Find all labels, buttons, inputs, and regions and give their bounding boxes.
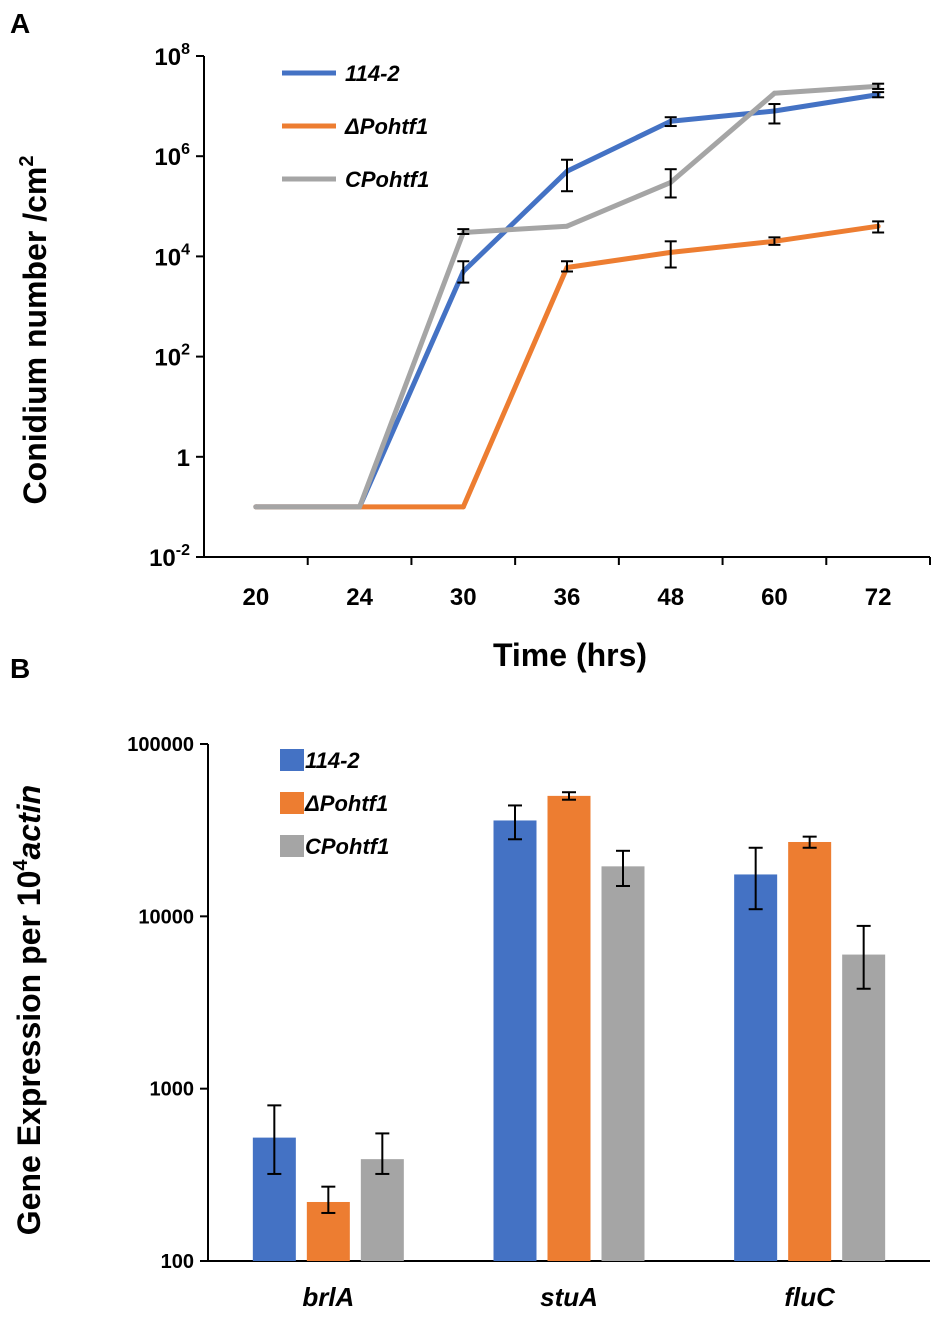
- chart-a-y-tick-label: 106: [154, 141, 190, 171]
- chart-a-y-tick-exponent: 6: [181, 141, 190, 158]
- chart-b-legend-swatch-0: [280, 749, 304, 771]
- chart-a-y-tick-exponent: -2: [176, 542, 190, 559]
- chart-b-legend-label-1: ΔPohtf1: [304, 791, 388, 816]
- chart-a-x-tick-label: 36: [554, 584, 581, 611]
- chart-a-point-2-5: [771, 90, 777, 96]
- chart-a-x-tick-label: 24: [346, 584, 373, 611]
- chart-b-bar-2-0: [360, 1159, 404, 1261]
- chart-a-y-tick-label: 10-2: [149, 542, 190, 572]
- chart-a-y-axis-title: Conidium number /cm2: [16, 156, 53, 505]
- chart-a-x-tick-label: 30: [450, 584, 477, 611]
- chart-b-legend-label-2: CPohtf1: [305, 834, 389, 859]
- chart-b-y-axis-title: Gene Expression per 104actin: [10, 785, 47, 1235]
- chart-a-point-2-3: [564, 223, 570, 229]
- chart-a-x-tick-label: 60: [761, 584, 788, 611]
- chart-b-bar-2-2: [842, 954, 886, 1261]
- chart-b-bar-1-2: [788, 841, 832, 1261]
- chart-b-bar-2-1: [601, 866, 645, 1261]
- panel-label-a: A: [10, 8, 30, 39]
- chart-b-legend-label-0: 114-2: [305, 748, 360, 773]
- chart-a-y-tick-label: 104: [154, 241, 190, 271]
- chart-b-bar-0-1: [493, 820, 537, 1261]
- chart-a-series-line-2: [255, 83, 879, 510]
- chart-a-series-line-0: [255, 92, 879, 510]
- chart-a-y-tick-exponent: 2: [181, 342, 190, 359]
- chart-a-y-tick-exponent: 4: [181, 241, 190, 258]
- chart-a-point-2-0: [253, 504, 259, 510]
- chart-b-y-tick-label: 100: [161, 1251, 194, 1273]
- chart-a-legend-label-0: 114-2: [345, 61, 400, 86]
- chart-a-point-2-1: [357, 504, 363, 510]
- chart-b-x-tick-label: fluC: [784, 1282, 836, 1312]
- chart-a-y-tick-exponent: 8: [181, 41, 190, 58]
- chart-a-x-tick-label: 48: [657, 584, 684, 611]
- chart-b-x-tick-label: stuA: [540, 1282, 598, 1312]
- chart-b: 100 1000 10000 100000 brlA stuA fluC 114-2 ΔPoht…: [127, 734, 930, 1312]
- chart-b-y-tick-label: 1000: [150, 1079, 195, 1101]
- chart-b-bar-0-2: [734, 874, 778, 1261]
- chart-a-y-tick-label: 102: [154, 342, 190, 372]
- chart-b-legend-swatch-2: [280, 835, 304, 857]
- chart-a-point-1-2: [460, 504, 466, 510]
- chart-a-y-tick-label: 108: [154, 41, 190, 71]
- chart-a-y-tick-label: 1: [177, 445, 190, 472]
- chart-a-x-tick-label: 72: [865, 584, 892, 611]
- chart-a-x-tick-label: 20: [243, 584, 270, 611]
- chart-a-legend-label-1: ΔPohtf1: [344, 114, 428, 139]
- panel-label-b: B: [10, 653, 30, 684]
- chart-a-legend-label-2: CPohtf1: [345, 167, 429, 192]
- chart-b-y-axis-title-sup: 4: [10, 859, 32, 871]
- chart-b-y-axis-title-main: Gene Expression per 10: [11, 871, 47, 1236]
- chart-b-legend-swatch-1: [280, 792, 304, 814]
- chart-b-bar-1-1: [547, 795, 591, 1261]
- chart-a-x-axis-title: Time (hrs): [493, 637, 647, 673]
- chart-b-y-tick-label: 100000: [127, 734, 194, 756]
- chart-b-y-axis-title-italic: actin: [11, 785, 47, 860]
- chart-a-y-axis-title-main: Conidium number /cm: [17, 167, 53, 505]
- chart-a-y-axis-title-sup: 2: [16, 156, 38, 167]
- chart-b-y-tick-label: 10000: [138, 906, 194, 928]
- chart-b-x-tick-label: brlA: [302, 1282, 354, 1312]
